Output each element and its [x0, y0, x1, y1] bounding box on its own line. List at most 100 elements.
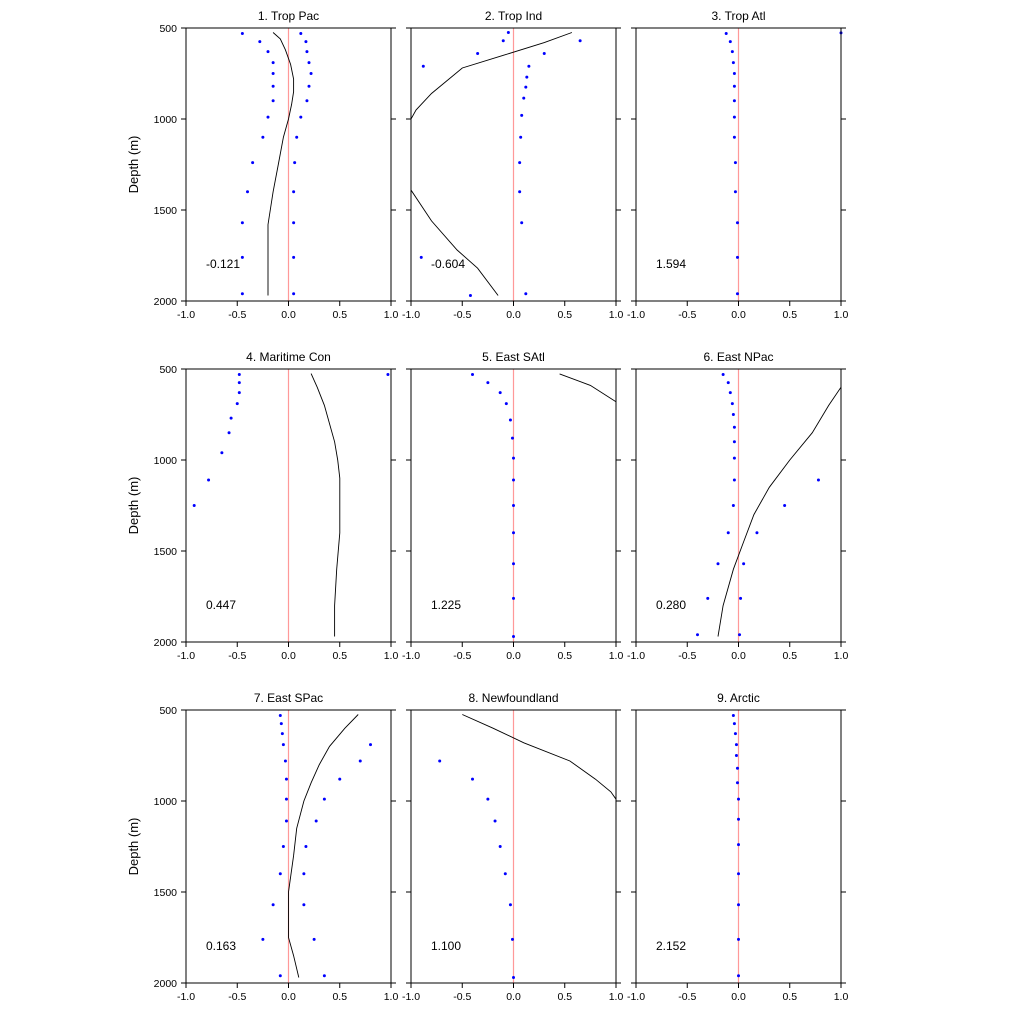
panel-3-title: 3. Trop Atl	[711, 9, 765, 23]
panel-1-point-left-10	[246, 190, 249, 194]
panel-1-point-left-4	[271, 72, 275, 75]
panel-7-xtick-label-3: 0.5	[332, 991, 347, 1003]
panel-6-point-left-7	[732, 456, 736, 460]
panel-1-point-right-10	[292, 190, 296, 194]
panel-4-xtick-label-3: 0.5	[332, 650, 347, 662]
panel-4-xtick-label-1: -0.5	[228, 650, 246, 662]
panel-4-point-extra-0	[386, 372, 390, 376]
panel-7-point-right-8	[312, 937, 316, 941]
panel-7-point-left-7	[284, 819, 288, 823]
panel-5-xtick-label-0: -1.0	[402, 650, 420, 662]
panel-1-point-left-2	[266, 50, 270, 54]
panel-8-point-left-6	[508, 903, 512, 907]
panel-3-point-left-13	[735, 292, 739, 296]
panel-3-point-left-2	[730, 50, 734, 54]
panel-1-point-left-3	[271, 61, 275, 65]
panel-8-point-left-0	[438, 759, 442, 763]
panel-7-point-right-1	[358, 759, 362, 763]
panel-5-profile-line	[559, 373, 616, 403]
panel-5-point-left-2	[498, 391, 502, 395]
panel-1-title: 1. Trop Pac	[258, 9, 319, 23]
panel-2-point-extra-1	[468, 294, 472, 298]
panel-7-point-left-2	[280, 732, 284, 736]
panel-4-xtick-label-2: 0.0	[281, 650, 296, 662]
panel-6-profile-line	[717, 386, 841, 637]
panel-3-xtick-label-0: -1.0	[627, 309, 645, 321]
panel-2-point-right-7	[519, 135, 523, 139]
panel-9-point-left-13	[737, 974, 740, 978]
panel-2-profile-line	[411, 32, 573, 120]
panel-9-xtick-label-1: -0.5	[678, 991, 696, 1003]
panel-6-point-left-8	[732, 478, 736, 482]
panel-7-point-left-9	[278, 872, 282, 876]
panel-5-xtick-label-3: 0.5	[557, 650, 572, 662]
panel-1-ytick-label-3: 2000	[154, 296, 178, 308]
panel-5-point-left-3	[504, 402, 508, 406]
panel-1-point-left-8	[261, 135, 265, 139]
panel-9-xtick-label-3: 0.5	[782, 991, 797, 1003]
panel-8-xtick-label-0: -1.0	[402, 991, 420, 1003]
panel-7-point-left-0	[278, 713, 282, 717]
panel-1-point-left-12	[240, 255, 244, 259]
panel-8-point-left-4	[498, 845, 502, 848]
panel-9-point-left-4	[734, 754, 738, 757]
panel-8-point-left-8	[512, 976, 515, 980]
panel-6-point-left-9	[731, 504, 735, 507]
panel-4-ytick-label-2: 1500	[154, 546, 178, 558]
panel-5-point-left-5	[510, 436, 514, 440]
panel-1-point-right-11	[292, 221, 296, 225]
panel-6-point-left-4	[731, 413, 735, 416]
panel-3-point-left-1	[728, 40, 732, 44]
panel-4-point-left-6	[220, 451, 224, 455]
panel-7-ytick-label-3: 2000	[154, 978, 178, 990]
panel-5-point-left-7	[512, 478, 515, 482]
panel-5-point-left-9	[512, 531, 515, 535]
panel-1-point-left-11	[240, 221, 244, 225]
panel-3-xtick-label-1: -0.5	[678, 309, 696, 321]
panel-7-point-right-7	[302, 903, 306, 907]
panel-3-xtick-label-4: 1.0	[834, 309, 849, 321]
panel-4-point-left-5	[227, 431, 231, 435]
panel-5-xtick-label-4: 1.0	[609, 650, 624, 662]
panel-7-point-left-12	[278, 974, 282, 978]
panel-1-point-right-8	[295, 135, 299, 139]
panel-6-point-right-5	[738, 633, 742, 637]
panel-2-profile-line-2	[411, 189, 499, 296]
panel-8-point-left-2	[486, 797, 490, 801]
panel-6-point-right-3	[742, 562, 746, 566]
panel-5-point-left-0	[471, 372, 474, 376]
panel-8-xtick-label-1: -0.5	[453, 991, 471, 1003]
panel-9-value: 2.152	[656, 939, 686, 953]
panel-5-point-left-4	[508, 418, 512, 422]
panel-7-point-left-1	[279, 722, 283, 726]
panel-2-point-right-0	[542, 51, 546, 55]
panel-2-xtick-label-2: 0.0	[506, 309, 521, 321]
panel-7-point-left-10	[271, 903, 275, 907]
panel-3-point-left-7	[732, 115, 736, 119]
panel-6-point-left-12	[706, 596, 710, 600]
panel-1-point-right-5	[307, 84, 311, 88]
panel-1-xtick-label-3: 0.5	[332, 309, 347, 321]
panel-3-point-left-10	[733, 190, 737, 194]
panel-6-point-right-2	[755, 531, 759, 535]
panel-9-point-left-8	[737, 817, 740, 821]
panel-7-xtick-label-1: -0.5	[228, 991, 246, 1003]
panel-4-ytick-label-1: 1000	[154, 455, 178, 467]
panel-5-point-left-11	[512, 596, 515, 600]
panel-8-point-left-1	[471, 777, 474, 781]
panel-6-value: 0.280	[656, 598, 686, 612]
panel-5-value: 1.225	[431, 598, 461, 612]
panel-8-point-left-5	[503, 872, 507, 876]
panel-9-point-left-1	[732, 722, 736, 726]
panel-4-title: 4. Maritime Con	[246, 350, 331, 364]
panel-1-point-left-6	[271, 99, 275, 103]
panel-2-xtick-label-4: 1.0	[609, 309, 624, 321]
panel-2-point-right-3	[525, 75, 529, 79]
panel-5-xtick-label-1: -0.5	[453, 650, 471, 662]
panel-4-ytick-label-3: 2000	[154, 637, 178, 649]
panel-7-ytick-label-1: 1000	[154, 796, 178, 808]
panel-7-point-left-8	[281, 845, 285, 848]
panel-3-point-left-8	[732, 135, 736, 139]
panel-9-point-left-2	[733, 732, 737, 736]
